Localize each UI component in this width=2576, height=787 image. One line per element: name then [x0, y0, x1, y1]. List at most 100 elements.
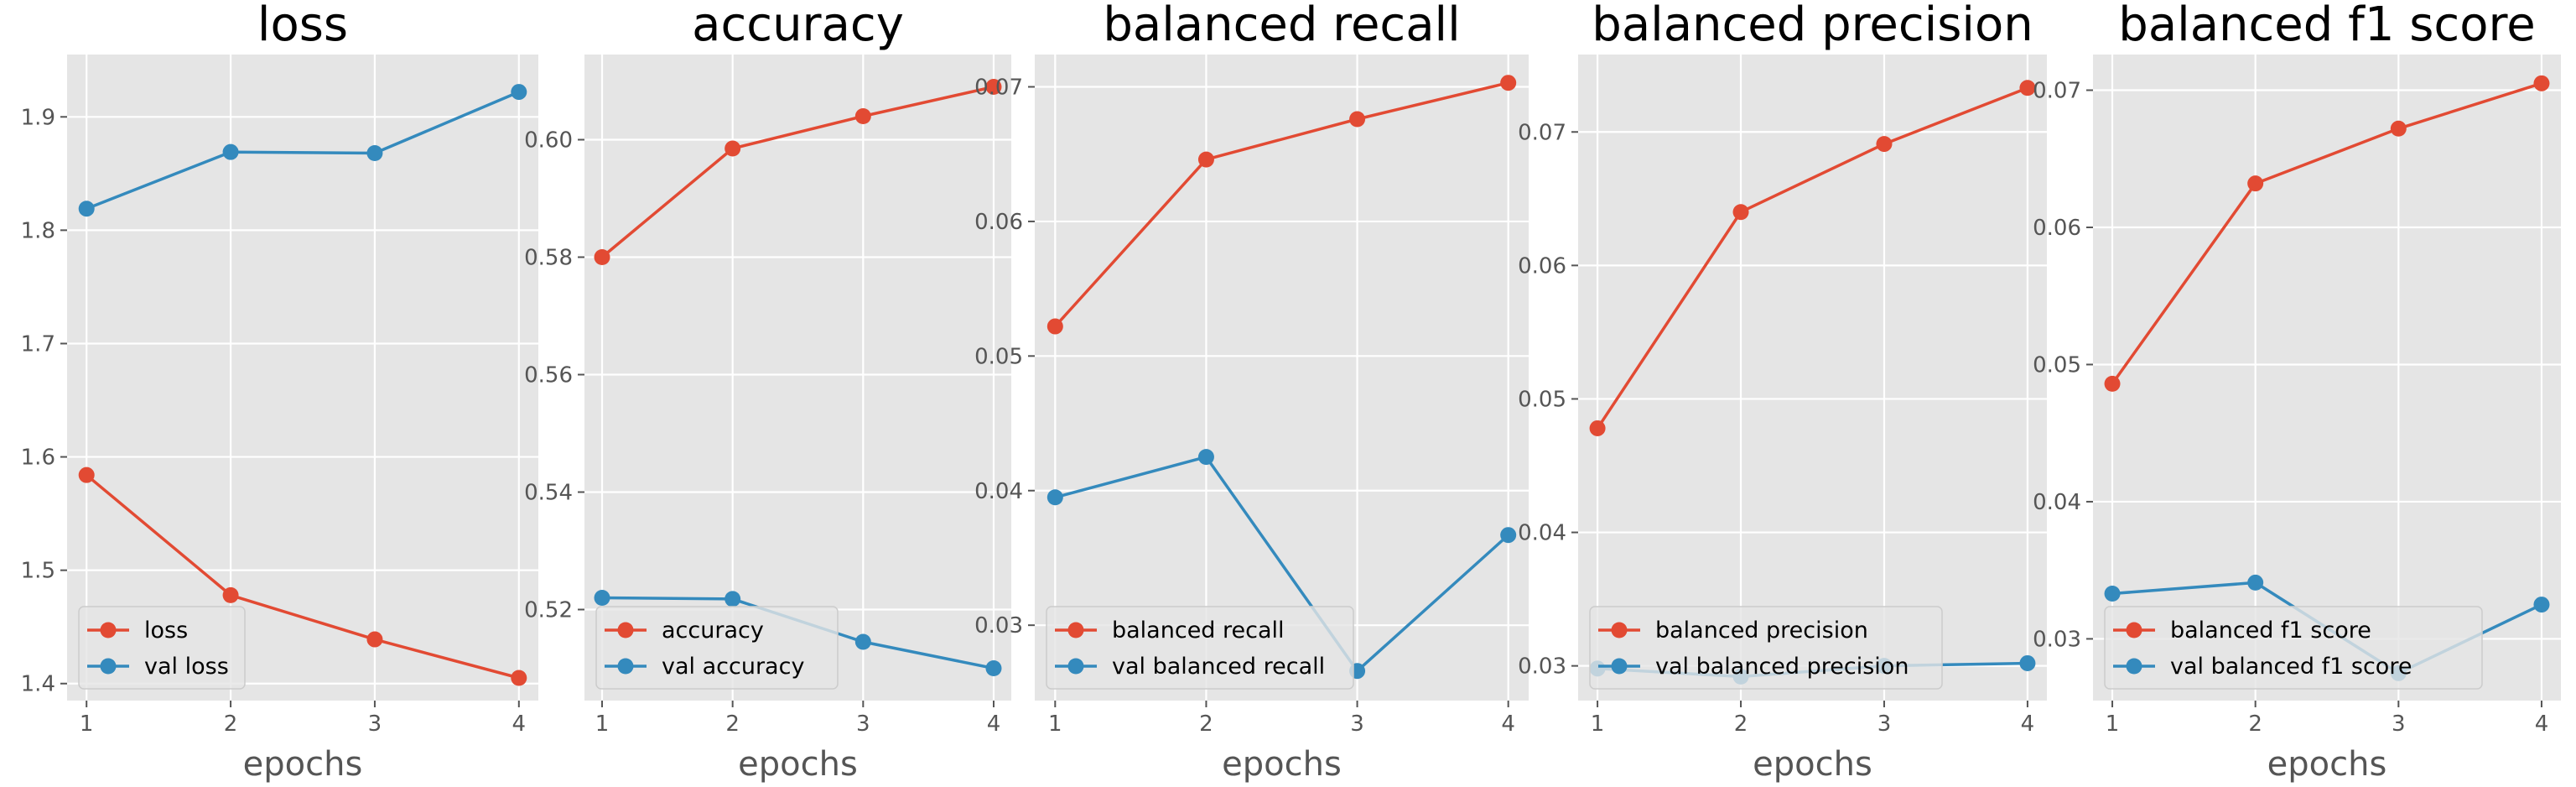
series-line-val-balanced-recall — [1054, 455, 1509, 673]
legend-box — [2104, 606, 2483, 690]
y-tick-label: 0.03 — [1518, 654, 1566, 680]
data-point-loss — [366, 631, 383, 648]
data-point-balanced-recall — [1349, 111, 1366, 128]
legend-label: val balanced recall — [1112, 654, 1325, 680]
legend-box — [595, 606, 839, 690]
y-tick-label: 0.07 — [974, 76, 1023, 101]
legend-marker — [1067, 622, 1084, 638]
legend-label: balanced recall — [1112, 618, 1285, 644]
legend-marker — [617, 658, 634, 675]
series-line-loss — [86, 473, 520, 680]
x-tick-label: 1 — [1591, 711, 1605, 737]
data-point-val-balanced-recall — [1197, 449, 1214, 466]
legend-box — [1589, 606, 1943, 690]
data-point-balanced-recall — [1500, 75, 1517, 91]
x-axis-label: epochs — [738, 745, 858, 784]
legend-label: val accuracy — [662, 654, 804, 680]
data-point-accuracy — [985, 79, 1002, 95]
y-tick-label: 0.60 — [524, 128, 573, 154]
data-point-val-balanced-recall — [1046, 489, 1063, 506]
data-point-accuracy — [594, 249, 610, 265]
data-point-balanced-precision — [2019, 80, 2036, 96]
chart-panel-balanced-recall: 0.03 0.04 0.05 0.06 0.07 1 2 3 4 balanced recall v… — [974, 0, 1529, 784]
data-point-val-accuracy — [724, 591, 741, 607]
legend-label: accuracy — [662, 618, 764, 644]
data-point-val-balanced-f1-score — [2533, 597, 2550, 613]
plot-area — [1035, 55, 1529, 701]
y-tick-label: 1.9 — [21, 105, 55, 130]
legend: accuracy val accuracy — [595, 606, 839, 690]
y-tick-label: 0.05 — [974, 344, 1023, 369]
legend-label: val balanced f1 score — [2170, 654, 2412, 680]
legend-box — [1046, 606, 1354, 690]
series-line-balanced-precision — [1596, 86, 2028, 430]
series-line-accuracy — [600, 85, 995, 258]
legend-marker — [100, 622, 117, 638]
data-point-val-balanced-f1-score — [2247, 574, 2264, 591]
data-point-balanced-precision — [1876, 136, 1893, 153]
x-axis-label: epochs — [2267, 745, 2387, 784]
x-tick-label: 3 — [856, 711, 870, 737]
chart-title: accuracy — [692, 0, 904, 52]
data-point-val-accuracy — [985, 660, 1002, 676]
x-tick-label: 2 — [224, 711, 238, 737]
chart-title: balanced f1 score — [2118, 0, 2535, 52]
y-tick-label: 0.03 — [2033, 627, 2081, 652]
data-point-balanced-precision — [1732, 204, 1749, 221]
x-tick-label: 2 — [1199, 711, 1213, 737]
data-point-loss — [78, 466, 95, 483]
x-tick-label: 4 — [2021, 711, 2035, 737]
y-tick-label: 0.07 — [2033, 79, 2081, 104]
x-tick-label: 1 — [80, 711, 94, 737]
chart-panel-loss: 1.4 1.5 1.6 1.7 1.8 1.9 1 2 3 4 loss val loss loss ep… — [21, 0, 538, 784]
data-point-balanced-f1-score — [2104, 375, 2121, 392]
data-point-accuracy — [724, 140, 741, 157]
data-point-val-loss — [366, 145, 383, 162]
y-tick-label: 0.56 — [524, 363, 573, 388]
chart-panel-balanced-precision: 0.03 0.04 0.05 0.06 0.07 1 2 3 4 balanced precisi… — [1518, 0, 2047, 784]
y-tick-label: 1.7 — [21, 331, 55, 357]
legend-marker — [2126, 622, 2142, 638]
legend-label: loss — [144, 618, 188, 644]
x-axis-label: epochs — [243, 745, 363, 784]
legend-label: val loss — [144, 654, 229, 680]
y-tick-label: 0.58 — [524, 246, 573, 271]
x-axis-label: epochs — [1753, 745, 1872, 784]
x-tick-label: 3 — [2392, 711, 2406, 737]
x-tick-label: 1 — [2106, 711, 2120, 737]
legend-marker — [1067, 658, 1084, 675]
data-point-val-accuracy — [854, 633, 871, 650]
x-tick-label: 4 — [1501, 711, 1515, 737]
legend-label: balanced f1 score — [2170, 618, 2371, 644]
x-tick-label: 3 — [1877, 711, 1892, 737]
data-point-balanced-precision — [1589, 420, 1606, 436]
y-tick-label: 0.07 — [1518, 120, 1566, 145]
x-tick-label: 2 — [1734, 711, 1748, 737]
series-line-balanced-f1-score — [2111, 81, 2542, 385]
data-point-val-balanced-recall — [1500, 527, 1517, 544]
data-point-val-loss — [511, 84, 527, 101]
y-tick-label: 0.54 — [524, 481, 573, 506]
chart-title: loss — [257, 0, 348, 52]
y-tick-label: 0.03 — [974, 613, 1023, 638]
y-tick-label: 1.4 — [21, 672, 55, 697]
x-tick-label: 2 — [725, 711, 740, 737]
legend-marker — [2126, 658, 2142, 675]
data-point-loss — [511, 670, 527, 686]
y-tick-label: 0.06 — [974, 210, 1023, 235]
chart-title: balanced recall — [1103, 0, 1460, 52]
x-tick-label: 1 — [595, 711, 610, 737]
data-point-balanced-recall — [1046, 318, 1063, 335]
y-tick-label: 0.06 — [2033, 216, 2081, 241]
y-tick-label: 1.5 — [21, 559, 55, 584]
chart-panel-accuracy: 0.52 0.54 0.56 0.58 0.60 1 2 3 4 accuracy val accu… — [524, 0, 1011, 784]
legend-label: balanced precision — [1655, 618, 1868, 644]
chart-panel-balanced-f1-score: 0.03 0.04 0.05 0.06 0.07 1 2 3 4 balanced f1 scor… — [2033, 0, 2561, 784]
data-point-balanced-recall — [1197, 151, 1214, 168]
y-tick-label: 0.52 — [524, 598, 573, 623]
data-point-val-loss — [222, 143, 239, 160]
y-tick-label: 0.05 — [1518, 387, 1566, 412]
y-tick-label: 0.04 — [2033, 490, 2081, 515]
legend: loss val loss — [78, 606, 246, 690]
x-tick-label: 4 — [512, 711, 527, 737]
